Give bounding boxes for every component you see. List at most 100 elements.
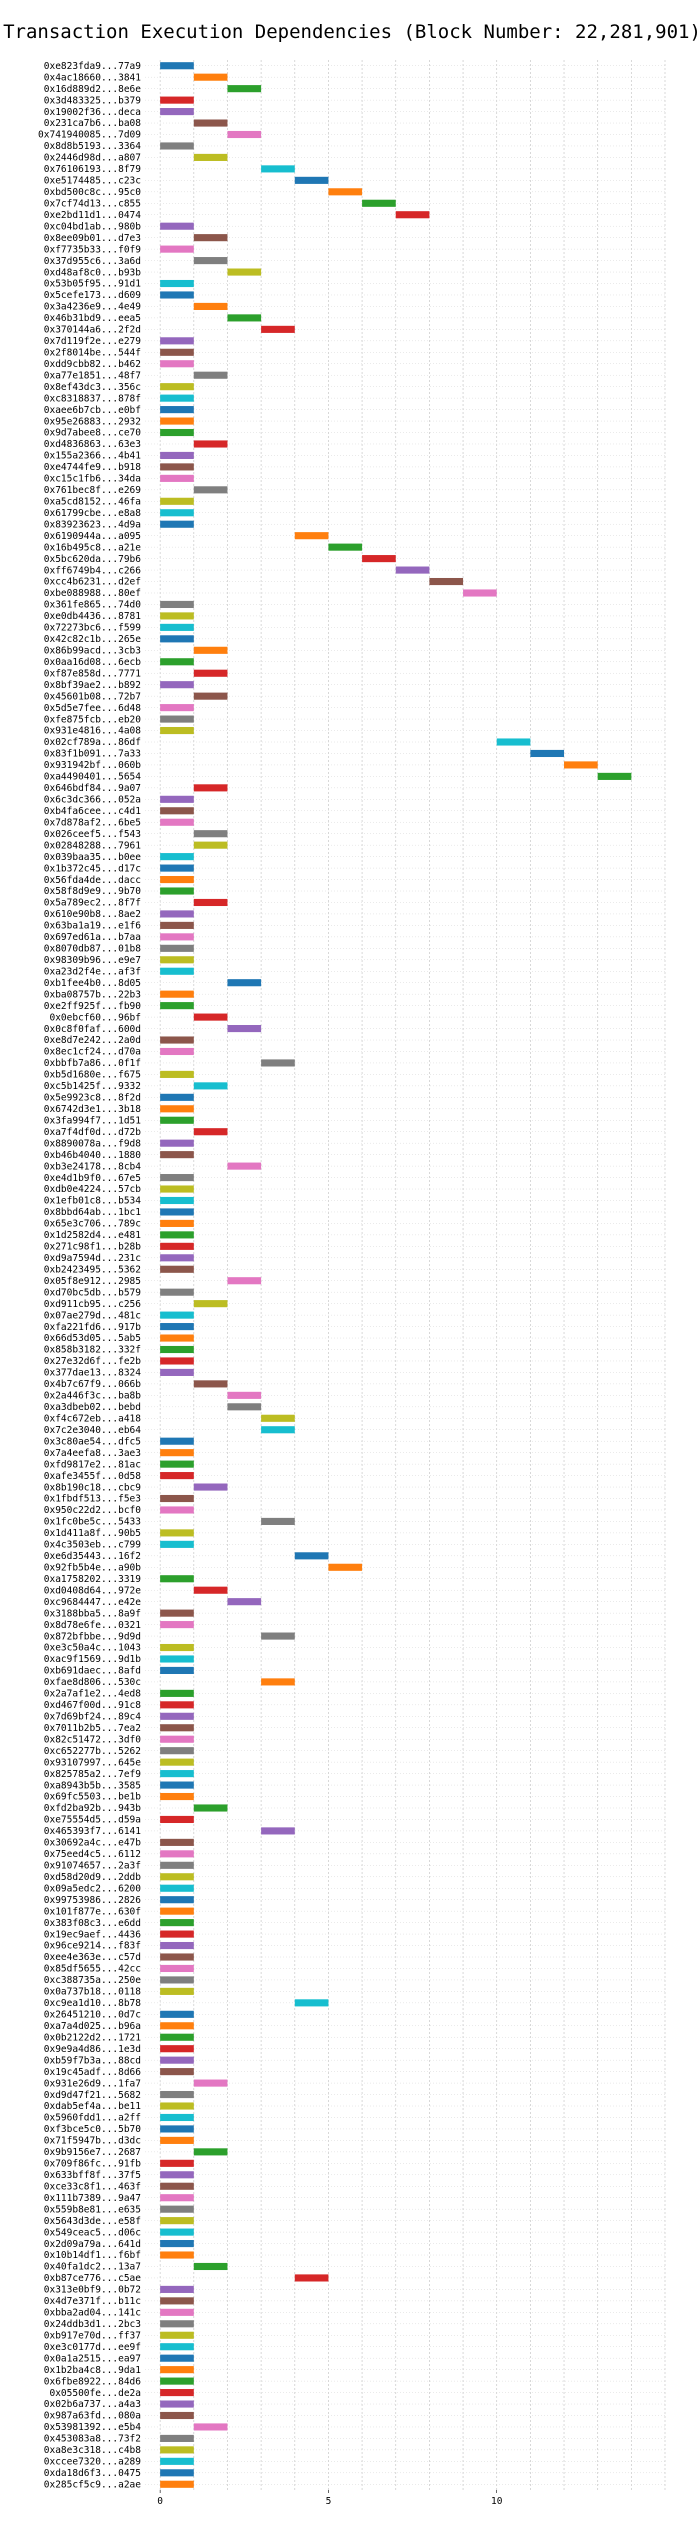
transaction-label: 0x72273bc6...f599 [44,623,142,634]
transaction-bar [496,738,531,746]
transaction-bar [193,486,228,494]
transaction-bar [160,1139,194,1147]
transaction-label: 0x37d955c6...3a6d [44,256,141,267]
transaction-label: 0xc9ea1d10...8b78 [44,1998,142,2009]
transaction-label: 0x2a7af1e2...4ed8 [44,1689,142,1700]
transaction-label: 0x5960fdd1...a2ff [44,2113,141,2124]
transaction-label: 0xba08757b...22b3 [44,989,141,1000]
transaction-bar [294,1999,329,2007]
transaction-bar [160,1655,194,1663]
transaction-bar [193,646,228,654]
transaction-label: 0x2f8014be...544f [44,347,141,358]
transaction-bar [160,2228,194,2236]
grid-layer [145,60,666,2490]
transaction-label: 0x02cf789a...86df [44,737,141,748]
transaction-bar [564,761,598,769]
transaction-bar [160,612,194,620]
transaction-bar [160,497,194,505]
transaction-bar [160,2056,194,2064]
transaction-label: 0x8890078a...f9d8 [44,1138,142,1149]
transaction-label: 0x0c8f0faf...600d [44,1024,141,1035]
transaction-bar [193,1380,228,1388]
transaction-bar [160,2159,194,2167]
transaction-label: 0xa8e3c318...c4b8 [44,2445,142,2456]
transaction-bar [160,600,194,609]
transaction-label: 0x7cf74d13...c855 [44,198,141,209]
transaction-label: 0x0b2122d2...1721 [44,2032,142,2043]
transaction-bar [261,1517,295,1525]
transaction-bar [193,2423,228,2431]
transaction-bar [160,1449,194,1457]
transaction-bar [160,1334,194,1342]
transaction-label: 0x05500fe...de2a [49,2388,141,2399]
transaction-bar [160,1792,194,1801]
transaction-label: 0x93107997...645e [44,1757,142,1768]
transaction-bar [160,1781,194,1789]
transaction-label: 0xdd9cbb82...b462 [44,359,141,370]
transaction-bar [395,566,430,574]
transaction-label: 0xb59f7b3a...88cd [44,2055,141,2066]
transaction-label: 0x931942bf...060b [44,760,142,771]
transaction-label: 0x8d78e6fe...0321 [44,1620,142,1631]
transaction-label: 0x1d411a8f...90b5 [44,1528,141,1539]
transaction-bar [160,1964,194,1973]
transaction-bar [160,2366,194,2374]
transaction-label: 0x7d878af2...6be5 [44,817,141,828]
transaction-bar [160,1735,194,1743]
transaction-bar [227,1025,262,1033]
transaction-bar [193,1586,228,1594]
transaction-bar [160,474,194,482]
transaction-label: 0x10b14df1...f6bf [44,2250,141,2261]
transaction-bar [193,302,228,310]
transaction-label: 0xe6d35443...16f2 [44,1551,141,1562]
transaction-label: 0x85df5655...42cc [44,1964,141,1975]
transaction-label: 0x05f8e912...2985 [44,1276,141,1287]
transaction-bar [193,1483,228,1491]
transaction-label: 0x95e26883...2932 [44,416,141,427]
transaction-bar [160,1036,194,1044]
transaction-bar [160,1151,194,1159]
transaction-label: 0xc5b1425f...9332 [44,1081,141,1092]
transaction-label: 0x1efb01c8...b534 [44,1196,142,1207]
transaction-bar [160,1368,194,1376]
transaction-label: 0x42c82c1b...265e [44,634,142,645]
transaction-bar [160,520,194,528]
transaction-bar [160,1976,194,1984]
transaction-bar [160,2194,194,2202]
transaction-label: 0xf3bce5c0...5b70 [44,2124,142,2135]
transaction-bar [193,2148,228,2156]
transaction-label: 0xe3c0177d...ee9f [44,2342,141,2353]
transaction-bar [160,1987,194,1995]
transaction-bar [160,635,194,643]
transaction-bar [261,165,295,173]
transaction-bar [193,669,228,677]
transaction-label: 0x4ac18660...3841 [44,72,142,83]
transaction-label: 0xe2bd11d1...0474 [44,210,142,221]
transaction-label: 0x19ec9aef...4436 [44,1929,142,1940]
transaction-bar [227,268,262,276]
transaction-bar [160,1208,194,1216]
transaction-bar [193,73,228,81]
transaction-bar [193,898,228,907]
transaction-bar [160,715,194,723]
transaction-label: 0x98309b96...e9e7 [44,955,141,966]
transaction-label: 0x6c3dc366...052a [44,795,141,806]
transaction-bar [160,2068,194,2076]
transaction-bar [429,577,464,586]
transaction-bar [160,62,194,70]
transaction-label: 0xc15c1fb6...34da [44,474,141,485]
transaction-label: 0x91074657...2a3f [44,1861,141,1872]
transaction-label: 0xd70bc5db...b579 [44,1287,142,1298]
transaction-label: 0x53b05f95...91d1 [44,279,142,290]
transaction-bar [160,1219,194,1227]
transaction-label: 0x0aa16d08...6ecb [44,657,142,668]
transaction-bar [160,795,194,803]
transaction-bar [160,1231,194,1239]
transaction-label: 0xb691daec...8afd [44,1666,141,1677]
transaction-bar [160,1930,194,1938]
transaction-bar [160,1105,194,1113]
transaction-label: 0x8ef43dc3...356c [44,382,141,393]
transaction-label: 0x8bf39ae2...b892 [44,680,141,691]
transaction-bar [160,818,194,826]
transaction-label: 0x45601b08...72b7 [44,691,141,702]
